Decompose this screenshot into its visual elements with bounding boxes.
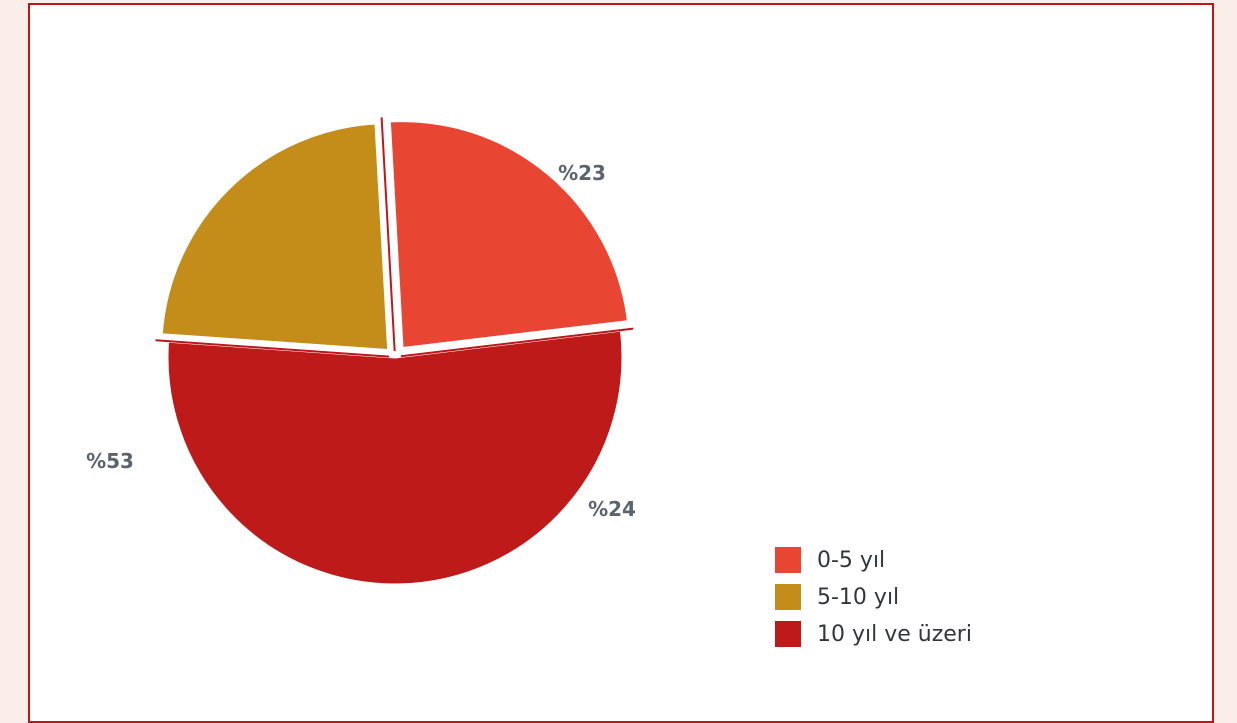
pie-slice-10-plus	[165, 328, 625, 587]
legend-item-0-5: 0-5 yıl	[775, 545, 972, 575]
slice-divider-2	[380, 117, 396, 352]
legend-item-10-plus: 10 yıl ve üzeri	[775, 619, 972, 649]
slice-label-0-5: %24	[588, 497, 636, 521]
slice-dividers	[155, 117, 634, 358]
legend: 0-5 yıl 5-10 yıl 10 yıl ve üzeri	[775, 545, 972, 656]
slice-divider-1	[155, 339, 390, 358]
legend-swatch-5-10	[775, 584, 801, 610]
legend-swatch-0-5	[775, 547, 801, 573]
legend-label-10-plus: 10 yıl ve üzeri	[817, 621, 972, 647]
slice-label-5-10: %23	[558, 161, 606, 185]
pie-slice-5-10	[159, 121, 391, 353]
slice-label-10-plus: %53	[86, 449, 134, 473]
pie-chart: %23 %24 %53	[86, 117, 636, 587]
legend-item-5-10: 5-10 yıl	[775, 582, 972, 612]
pie-slices	[159, 119, 631, 587]
pie-slice-0-5	[387, 119, 631, 351]
legend-label-5-10: 5-10 yıl	[817, 584, 900, 610]
slice-divider-3	[400, 327, 634, 358]
legend-label-0-5: 0-5 yıl	[817, 547, 886, 573]
legend-swatch-10-plus	[775, 621, 801, 647]
